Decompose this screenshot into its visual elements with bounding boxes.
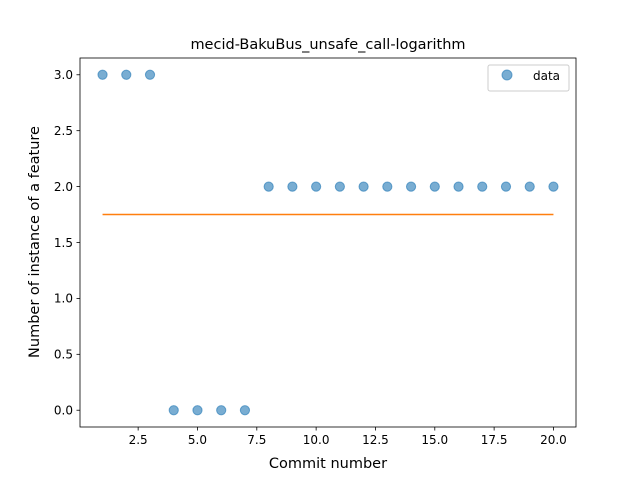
data-point <box>453 181 464 192</box>
data-point <box>216 405 227 416</box>
data-point <box>311 181 322 192</box>
x-tick-label: 7.5 <box>247 433 266 447</box>
legend: data <box>487 64 570 92</box>
data-point <box>192 405 203 416</box>
data-points-layer <box>97 69 559 416</box>
legend-label-data: data <box>533 69 560 83</box>
data-point <box>263 181 274 192</box>
y-tick-label: 1.0 <box>54 292 73 306</box>
x-axis: 2.5 5.0 7.5 10.0 12.5 15.0 17.5 20.0 <box>129 427 567 447</box>
plot-area <box>79 57 577 428</box>
y-tick-label: 1.5 <box>54 236 73 250</box>
legend-marker <box>501 69 513 81</box>
y-tick-label: 0.5 <box>54 348 73 362</box>
data-point <box>121 69 132 80</box>
plot-frame <box>79 57 577 428</box>
x-tick-label: 12.5 <box>362 433 389 447</box>
x-tick-label: 2.5 <box>129 433 148 447</box>
y-axis: 0.0 0.5 1.0 1.5 2.0 2.5 3.0 <box>54 68 80 418</box>
data-point <box>524 181 535 192</box>
data-point <box>382 181 393 192</box>
data-point <box>405 181 417 192</box>
data-point <box>287 181 298 192</box>
y-tick-label: 3.0 <box>54 68 73 82</box>
data-point <box>429 181 440 192</box>
data-point <box>168 405 179 416</box>
x-tick-label: 10.0 <box>303 433 330 447</box>
y-axis-title: Number of instance of a feature <box>27 126 43 358</box>
data-point <box>500 181 512 192</box>
y-tick-label: 2.0 <box>54 180 73 194</box>
data-point <box>358 181 369 192</box>
y-tick-label: 0.0 <box>54 404 73 418</box>
data-point <box>548 181 559 192</box>
x-tick-label: 20.0 <box>540 433 567 447</box>
data-point <box>477 181 488 192</box>
data-point <box>239 405 251 416</box>
y-tick-label: 2.5 <box>54 124 73 138</box>
x-tick-label: 17.5 <box>481 433 508 447</box>
data-point <box>144 69 156 80</box>
chart-title: mecid-BakuBus_unsafe_call-logarithm <box>190 37 465 53</box>
data-point <box>97 69 108 80</box>
x-tick-label: 15.0 <box>421 433 448 447</box>
data-point <box>334 181 345 192</box>
x-axis-title: Commit number <box>269 456 387 472</box>
x-tick-label: 5.0 <box>188 433 207 447</box>
